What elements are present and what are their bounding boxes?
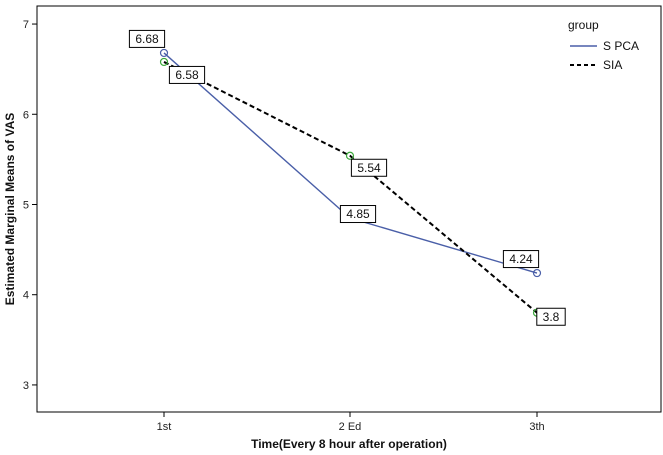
data-label-box — [350, 158, 388, 177]
data-labels-layer: 6.68 4.85 4.24 6.58 5.54 3.8 — [128, 29, 566, 326]
data-point — [159, 48, 169, 58]
data-label: 5.54 — [357, 161, 381, 175]
data-label: 3.8 — [543, 310, 560, 324]
data-label-box — [168, 65, 206, 84]
legend-title: group — [568, 18, 599, 32]
x-axis: 1st 2 Ed 3th — [157, 412, 545, 433]
data-label: 6.58 — [175, 68, 199, 82]
y-tick-label: 6 — [23, 109, 29, 121]
legend-label: SIA — [603, 58, 622, 72]
data-label: 4.85 — [346, 207, 370, 221]
legend-entries: S PCA SIA — [570, 39, 639, 72]
y-axis-title: Estimated Marginal Means of VAS — [3, 113, 17, 306]
x-tick-label: 2 Ed — [339, 421, 362, 433]
x-tick-label: 1st — [157, 421, 172, 433]
y-axis: 3 4 5 6 7 — [23, 19, 37, 392]
y-tick-label: 7 — [23, 19, 29, 31]
y-tick-label: 4 — [23, 290, 29, 302]
data-point — [159, 57, 169, 67]
data-label: 6.68 — [135, 32, 159, 46]
data-label-box — [536, 307, 566, 326]
x-axis-title: Time(Every 8 hour after operation) — [251, 437, 447, 451]
x-tick-label: 3th — [529, 421, 544, 433]
legend: group S PCA SIA — [568, 18, 639, 72]
y-tick-label: 3 — [23, 380, 29, 392]
series-line-1 — [163, 61, 538, 314]
legend-label: S PCA — [603, 39, 639, 53]
data-label-box — [339, 205, 377, 224]
data-label-box — [502, 250, 540, 269]
data-point — [532, 268, 542, 278]
data-point — [345, 151, 355, 160]
data-label: 4.24 — [509, 252, 533, 266]
y-tick-label: 5 — [23, 199, 29, 211]
data-label-box — [128, 29, 166, 48]
